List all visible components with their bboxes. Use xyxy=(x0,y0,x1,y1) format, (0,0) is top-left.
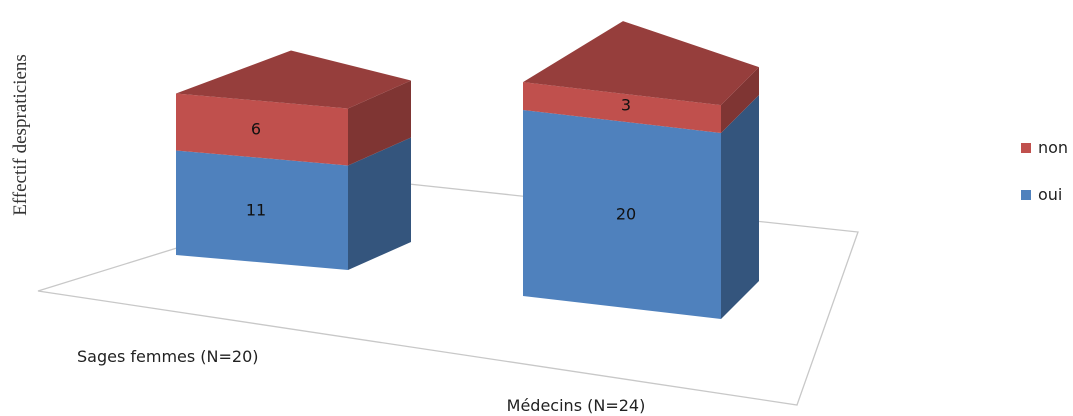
legend-swatch xyxy=(1021,190,1031,200)
bars-group: 11 6 20 3 xyxy=(176,21,759,319)
bar-side-face xyxy=(348,137,411,270)
bar-side-face xyxy=(721,67,759,133)
bar-front-face xyxy=(523,110,721,319)
bar-front-face xyxy=(176,93,348,166)
bar-segment: 11 xyxy=(176,137,411,270)
y-axis-title: Effectif despraticiens xyxy=(10,54,31,216)
bar-segment: 20 xyxy=(523,95,759,319)
legend-swatch xyxy=(1021,143,1031,153)
legend-label: non xyxy=(1038,138,1068,157)
data-label: 11 xyxy=(246,200,266,219)
bar-segment: 6 xyxy=(176,50,411,166)
data-label: 6 xyxy=(251,120,261,139)
bar-top-face xyxy=(523,21,759,106)
bar-side-face xyxy=(721,95,759,319)
legend: non oui xyxy=(1021,138,1068,204)
data-label: 20 xyxy=(616,205,636,224)
bar-front-face xyxy=(523,82,721,133)
bar-top-face xyxy=(176,50,411,109)
bar-segment: 3 xyxy=(523,21,759,133)
category-labels: Sages femmes (N=20) Médecins (N=24) xyxy=(77,347,645,415)
legend-label: oui xyxy=(1038,185,1062,204)
data-label: 3 xyxy=(621,96,631,115)
category-label: Sages femmes (N=20) xyxy=(77,347,259,366)
category-label: Médecins (N=24) xyxy=(507,396,646,415)
bar-front-face xyxy=(176,150,348,270)
bar-side-face xyxy=(348,80,411,166)
